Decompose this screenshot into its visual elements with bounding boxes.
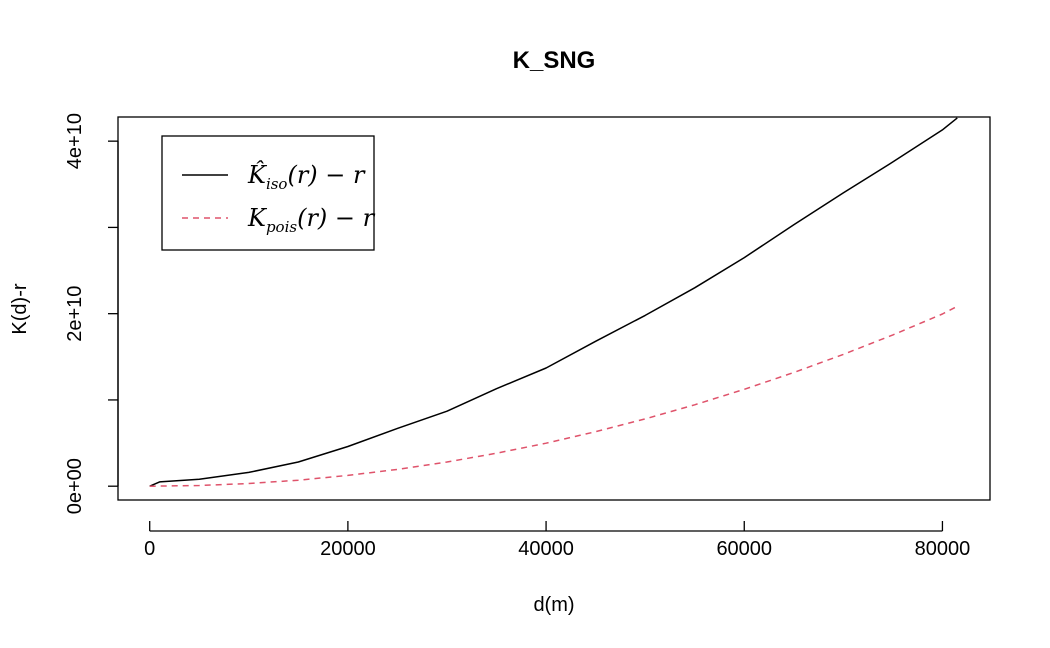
x-tick-label: 60000	[716, 538, 772, 560]
legend-label-pois: Kpois(r) − r	[247, 204, 376, 236]
y-tick-label: 4e+10	[64, 113, 86, 169]
x-axis: 0 20000 40000 60000 80000	[144, 521, 970, 560]
y-axis: 0e+00 2e+10 4e+10	[64, 113, 119, 514]
legend: K̂iso(r) − r Kpois(r) − r	[161, 135, 376, 251]
y-tick-label: 2e+10	[64, 286, 86, 342]
series-layer	[149, 117, 958, 487]
x-tick-label: 40000	[518, 538, 574, 560]
series-line-iso	[149, 117, 958, 487]
legend-box	[161, 135, 375, 251]
y-tick-label: 0e+00	[64, 458, 86, 514]
x-tick-label: 80000	[915, 538, 971, 560]
legend-label-iso: K̂iso(r) − r	[247, 161, 366, 193]
series-line-pois	[149, 305, 958, 487]
x-tick-label: 0	[144, 538, 155, 560]
x-axis-label: d(m)	[533, 594, 574, 616]
chart-title: K_SNG	[513, 47, 596, 74]
x-tick-label: 20000	[320, 538, 376, 560]
y-axis-label: K(d)-r	[9, 283, 31, 334]
